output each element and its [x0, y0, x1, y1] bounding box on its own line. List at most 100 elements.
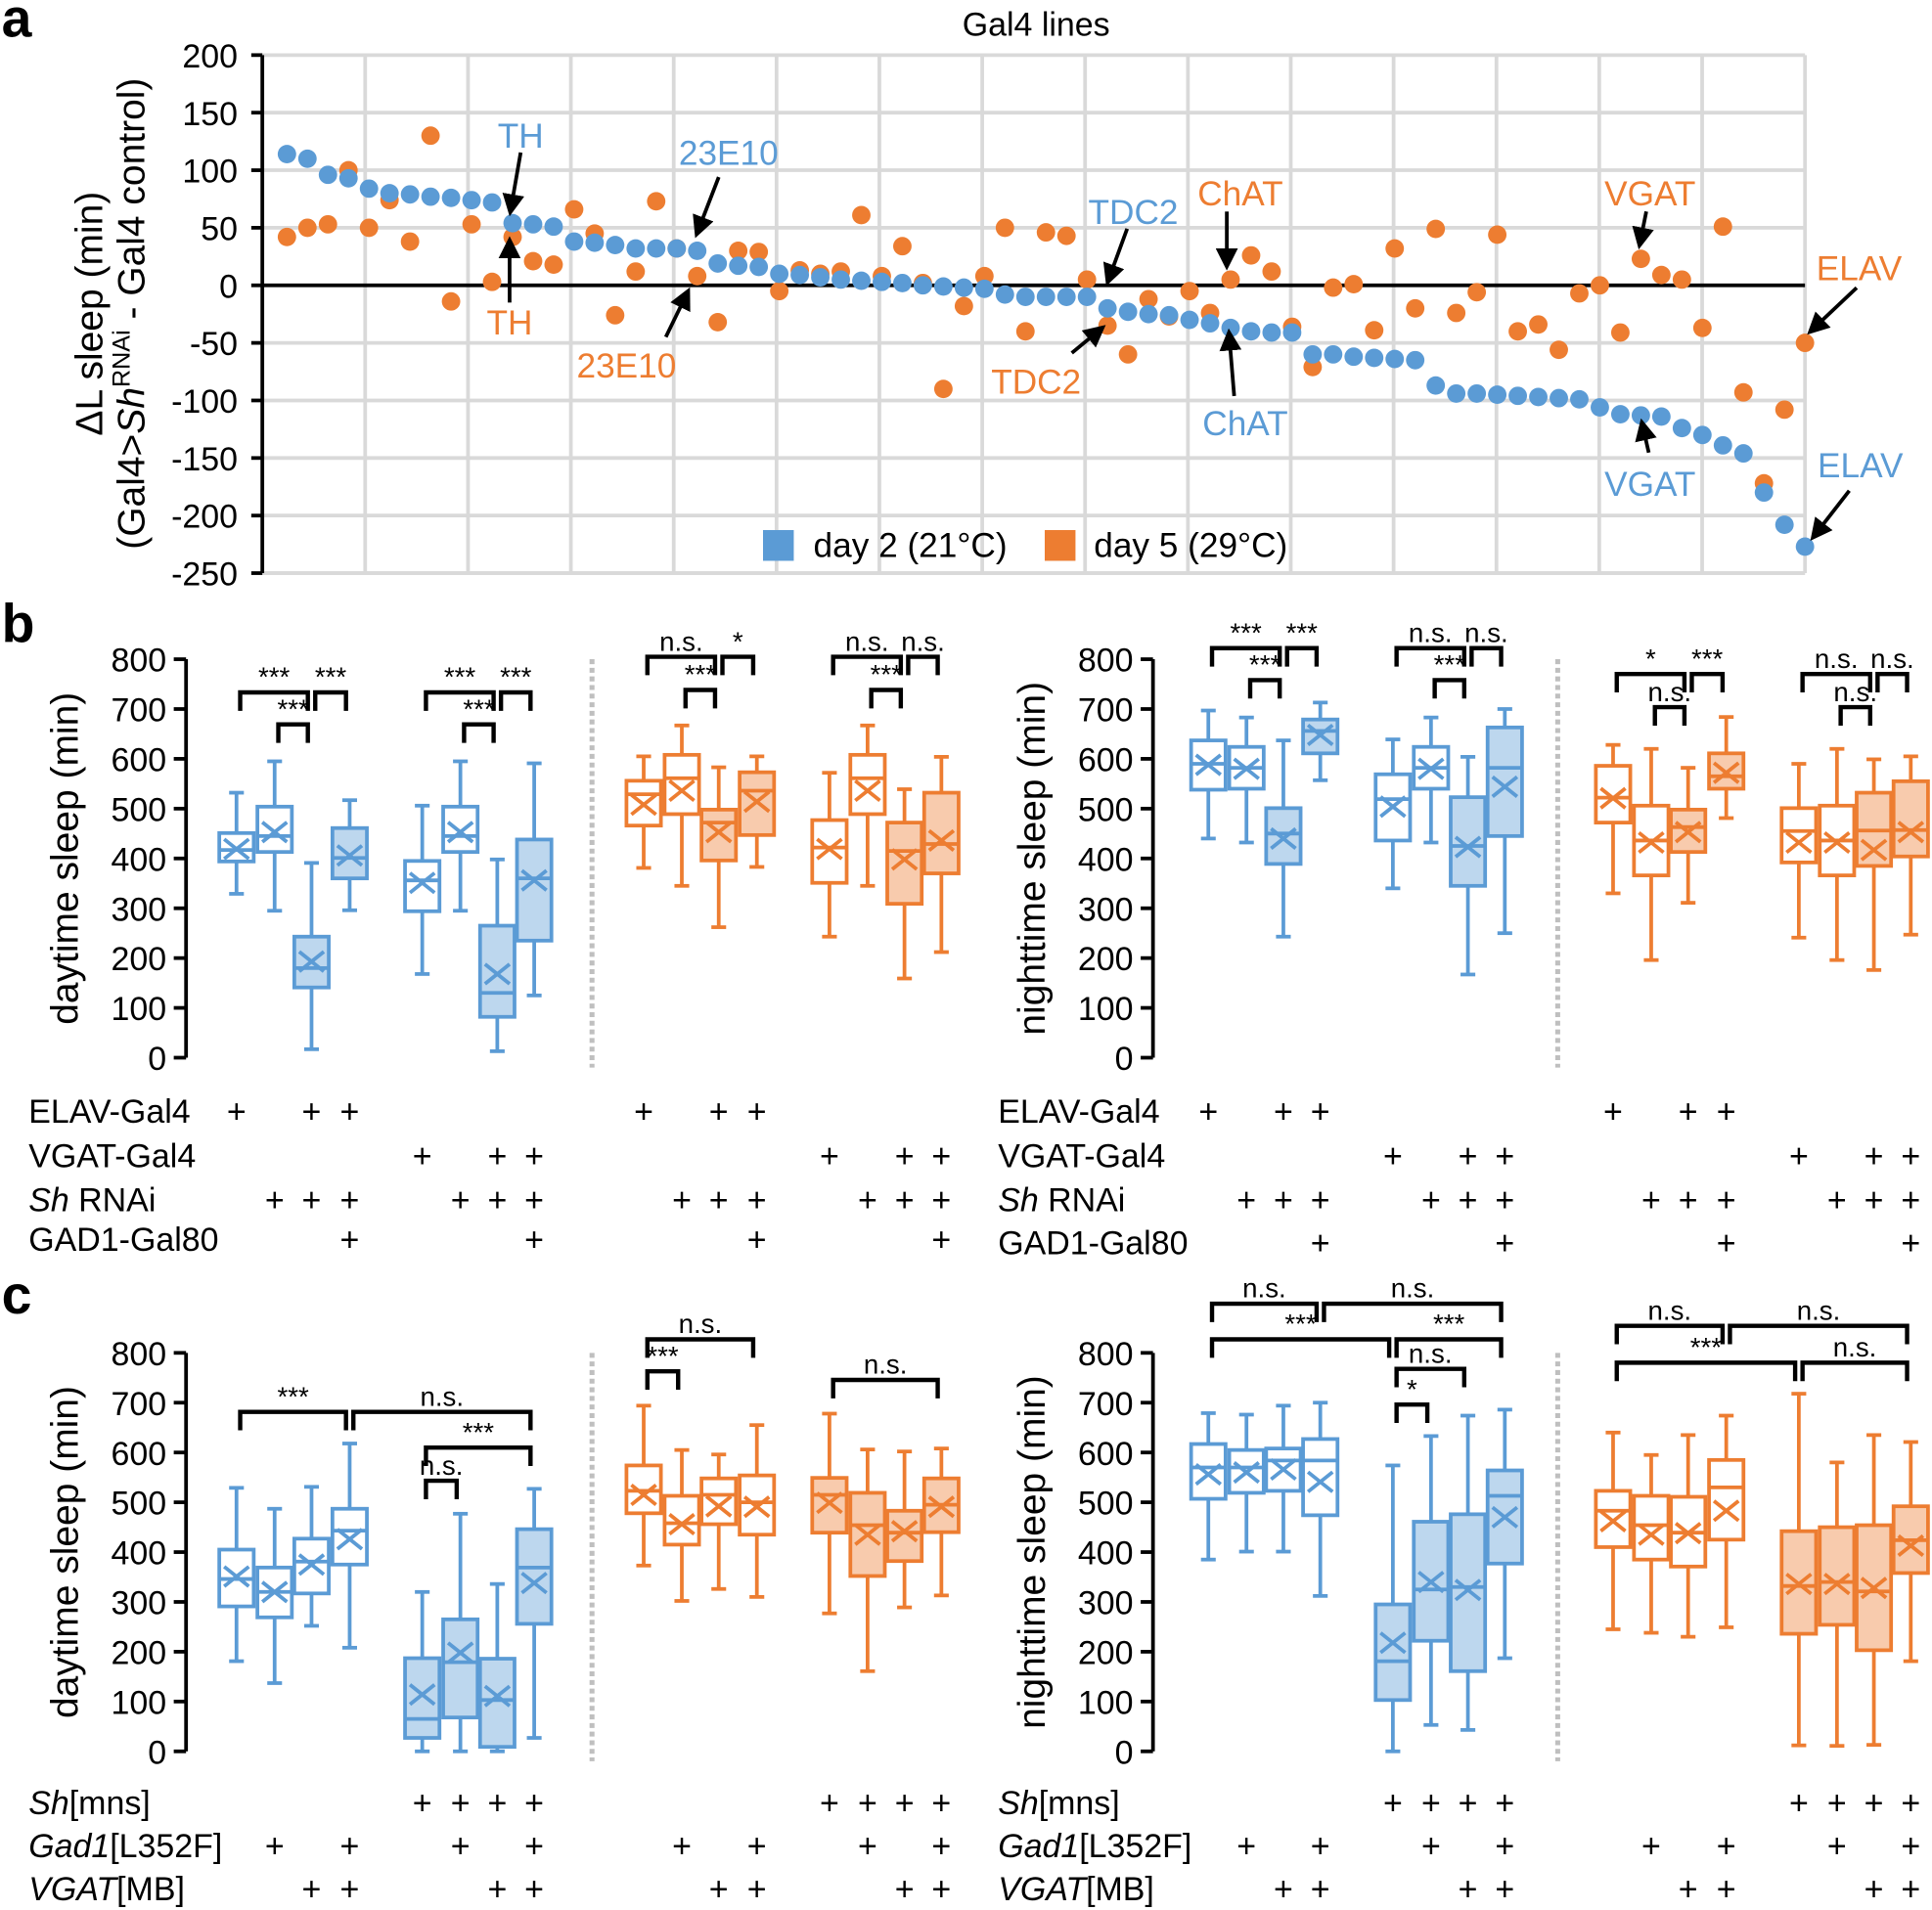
genotype-plus-day: + — [487, 1785, 507, 1822]
mean-marker — [668, 1512, 696, 1536]
mean-marker — [1785, 830, 1813, 855]
point-day5 — [1508, 322, 1528, 341]
chart-title: Gal4 lines — [963, 6, 1110, 43]
box-1 — [1189, 1411, 1228, 1562]
point-day5 — [974, 266, 994, 286]
mean-marker — [260, 1580, 289, 1604]
box-8 — [1485, 707, 1524, 936]
box-10 — [662, 723, 701, 888]
point-day2 — [1200, 314, 1220, 333]
point-day5 — [1015, 322, 1035, 341]
point-day2 — [749, 257, 769, 277]
genotype-label-italic: VGAT — [28, 1871, 118, 1908]
annotation-label: TDC2 — [1089, 194, 1179, 232]
genotype-label-text: GAD1-Gal80 — [998, 1225, 1188, 1263]
point-day5 — [770, 282, 789, 301]
mean-marker — [1897, 821, 1925, 844]
mean-marker — [1491, 1505, 1519, 1529]
significance-label: n.s. — [901, 626, 945, 656]
significance-bracket — [1689, 671, 1726, 693]
genotype-plus-day: + — [451, 1828, 471, 1865]
genotype-plus-night: + — [1901, 1828, 1920, 1865]
mean-marker — [446, 821, 474, 844]
genotype-label: VGAT-Gal4 — [998, 1137, 1165, 1175]
genotype-plus-night: + — [1865, 1137, 1884, 1175]
y-tick-label: 400 — [111, 1535, 166, 1573]
genotype-plus-day: + — [709, 1871, 729, 1908]
point-day2 — [1610, 405, 1630, 424]
y-tick-label: 300 — [111, 891, 166, 928]
box-7 — [1449, 754, 1488, 977]
point-day5 — [1488, 225, 1507, 244]
box-3 — [292, 1485, 331, 1628]
box-5 — [403, 1589, 442, 1754]
point-day2 — [647, 239, 666, 258]
genotype-label: Sh RNAi — [28, 1182, 156, 1220]
genotype-plus-night: + — [1679, 1182, 1698, 1220]
mean-marker — [1785, 1573, 1813, 1596]
mean-marker — [520, 1572, 548, 1595]
significance-bracket — [1394, 1337, 1504, 1358]
y-tick-label: 700 — [1078, 692, 1134, 730]
y-tick-label: 600 — [111, 1436, 166, 1473]
point-day2 — [873, 272, 891, 291]
genotype-plus-day: + — [487, 1137, 507, 1175]
significance-label: *** — [463, 693, 495, 724]
point-day2 — [1221, 318, 1240, 337]
significance-label: n.s. — [1797, 1295, 1841, 1325]
genotype-plus-night: + — [1311, 1182, 1330, 1220]
box-7 — [477, 857, 517, 1053]
significance-label: *** — [1284, 1309, 1317, 1339]
iqr-box — [441, 804, 480, 855]
significance-label: n.s. — [1409, 617, 1453, 647]
mean-marker — [1454, 1578, 1482, 1602]
point-day5 — [933, 379, 953, 399]
mean-marker — [890, 848, 919, 871]
y-tick-label: 800 — [1078, 1336, 1134, 1373]
point-day2 — [1775, 515, 1794, 535]
point-day5 — [1077, 270, 1097, 289]
genotype-plus-night: + — [1421, 1182, 1441, 1220]
significance-label: *** — [277, 693, 309, 724]
significance-label: *** — [1433, 1309, 1465, 1339]
significance-bracket — [424, 689, 496, 711]
point-day5 — [1365, 321, 1384, 340]
annotation-label: TDC2 — [991, 363, 1081, 401]
mean-marker — [927, 1495, 956, 1519]
point-day5 — [318, 214, 337, 234]
significance-bracket — [683, 688, 718, 709]
iqr-box — [1632, 1493, 1671, 1562]
point-day2 — [1529, 387, 1548, 407]
significance-label: n.s. — [1409, 1338, 1453, 1368]
significance-bracket — [424, 1444, 533, 1467]
genotype-plus-day: + — [672, 1182, 692, 1220]
box-7 — [477, 1581, 517, 1754]
significance-label: *** — [500, 662, 532, 692]
box-5 — [403, 803, 442, 976]
point-day2 — [811, 268, 830, 287]
box-6 — [1412, 1434, 1451, 1727]
significance-label: n.s. — [1242, 1273, 1286, 1304]
significance-bracket — [645, 1368, 681, 1391]
genotype-label-text: ELAV-Gal4 — [998, 1093, 1159, 1131]
point-day2 — [1180, 310, 1199, 330]
genotype-plus-night: + — [1383, 1785, 1403, 1822]
significance-label: n.s. — [1833, 1332, 1877, 1362]
legend: day 2 (21°C) day 5 (29°C) — [763, 527, 1287, 565]
genotype-plus-night: + — [1198, 1093, 1218, 1131]
genotype-plus-day: + — [858, 1828, 877, 1865]
mean-marker — [1674, 821, 1702, 844]
iqr-box — [1891, 778, 1930, 859]
genotype-plus-night: + — [1901, 1871, 1920, 1908]
point-day2 — [667, 239, 687, 258]
genotype-label: Gad1[L352F] — [28, 1828, 222, 1865]
genotype-plus-night: + — [1865, 1182, 1884, 1220]
genotype-plus-night: + — [1495, 1871, 1514, 1908]
box-5 — [1373, 737, 1413, 891]
point-day5 — [421, 126, 440, 146]
genotype-plus-night: + — [1789, 1785, 1809, 1822]
point-day5 — [1550, 340, 1568, 360]
significance-bracket — [1838, 704, 1873, 726]
annotation-arrow — [1632, 210, 1654, 250]
mean-marker — [446, 1641, 474, 1665]
